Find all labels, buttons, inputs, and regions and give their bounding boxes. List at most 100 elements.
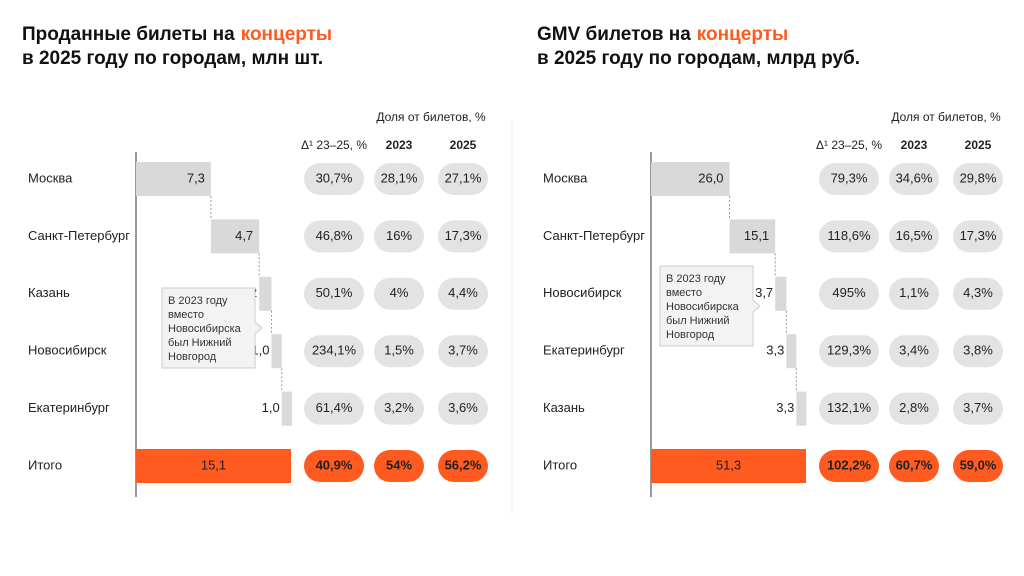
table-pill <box>819 277 879 310</box>
table-cell: 60,7% <box>896 457 933 472</box>
table-group-header: Доля от билетов, % <box>376 110 486 124</box>
chart-title: Проданные билеты на концерты <box>22 24 332 45</box>
category-label: Новосибирск <box>543 285 622 300</box>
table-pill <box>374 277 424 310</box>
table-cell: 1,1% <box>899 285 929 300</box>
table-pill <box>438 392 488 425</box>
table-cell: 61,4% <box>316 400 353 415</box>
category-label: Москва <box>543 170 588 185</box>
note-text: вместо <box>168 309 204 321</box>
title-text: GMV билетов на <box>537 24 691 45</box>
total-bar <box>136 449 291 483</box>
table-pill <box>304 335 364 368</box>
table-cell: 132,1% <box>827 400 872 415</box>
table-pill <box>889 450 939 482</box>
chart-title: в 2025 году по городам, млн шт. <box>22 48 323 69</box>
table-header: Δ¹ 23–25, % <box>301 138 367 152</box>
table-pill <box>953 163 1003 195</box>
table-pill <box>374 163 424 195</box>
title-text: Проданные билеты на <box>22 24 235 45</box>
table-cell: 3,7% <box>963 400 993 415</box>
note-text: вместо <box>666 287 702 299</box>
bar <box>775 276 787 311</box>
table-cell: 29,8% <box>960 170 997 185</box>
note-text: В 2023 году <box>666 273 726 285</box>
table-pill <box>438 450 488 482</box>
table-cell: 4% <box>390 285 409 300</box>
table-pill <box>304 392 364 425</box>
table-pill <box>438 277 488 310</box>
title-highlight: концерты <box>697 24 788 45</box>
table-pill <box>889 277 939 310</box>
note-text: В 2023 году <box>168 295 228 307</box>
table-cell: 3,7% <box>448 343 478 358</box>
table-cell: 17,3% <box>960 228 997 243</box>
table-cell: 129,3% <box>827 343 872 358</box>
table-cell: 3,2% <box>384 400 414 415</box>
table-pill <box>304 163 364 195</box>
table-cell: 40,9% <box>316 457 353 472</box>
table-header: 2023 <box>386 138 413 152</box>
note-text: Новосибирска <box>666 301 740 313</box>
note-box <box>161 287 263 369</box>
value-label: 15,1 <box>201 457 226 472</box>
category-label: Итого <box>543 457 577 472</box>
total-bar <box>651 449 806 483</box>
bar <box>786 334 797 369</box>
category-label: Екатеринбург <box>28 400 110 415</box>
category-label: Новосибирск <box>28 343 107 358</box>
table-header: 2025 <box>450 138 477 152</box>
table-header: Δ¹ 23–25, % <box>816 138 882 152</box>
chart-title: GMV билетов на концерты <box>537 24 788 45</box>
value-label: 15,1 <box>744 228 769 243</box>
table-pill <box>953 277 1003 310</box>
category-label: Санкт-Петербург <box>543 228 645 243</box>
category-label: Итого <box>28 457 62 472</box>
table-cell: 4,4% <box>448 285 478 300</box>
note-text: Новгород <box>168 351 217 363</box>
table-pill <box>953 335 1003 368</box>
table-pill <box>819 450 879 482</box>
category-label: Москва <box>28 170 73 185</box>
note-text: был Нижний <box>168 337 232 349</box>
table-pill <box>889 163 939 195</box>
table-cell: 27,1% <box>445 170 482 185</box>
bar <box>210 219 260 254</box>
table-cell: 102,2% <box>827 457 872 472</box>
table-pill <box>438 220 488 253</box>
category-label: Екатеринбург <box>543 343 625 358</box>
bar <box>651 162 730 196</box>
note-text: Новосибирска <box>168 323 242 335</box>
note-box <box>659 265 761 347</box>
table-cell: 28,1% <box>381 170 418 185</box>
table-cell: 17,3% <box>445 228 482 243</box>
table-cell: 16,5% <box>896 228 933 243</box>
table-cell: 4,3% <box>963 285 993 300</box>
table-pill <box>819 335 879 368</box>
category-label: Санкт-Петербург <box>28 228 130 243</box>
table-cell: 50,1% <box>316 285 353 300</box>
table-cell: 3,6% <box>448 400 478 415</box>
table-cell: 118,6% <box>827 228 871 243</box>
table-cell: 54% <box>386 457 412 472</box>
category-label: Казань <box>543 400 585 415</box>
table-pill <box>374 220 424 253</box>
table-cell: 2,8% <box>899 400 929 415</box>
table-cell: 30,7% <box>316 170 353 185</box>
table-cell: 3,8% <box>963 343 993 358</box>
table-header: 2023 <box>901 138 928 152</box>
table-cell: 34,6% <box>896 170 933 185</box>
table-pill <box>819 220 879 253</box>
table-pill <box>438 163 488 195</box>
table-pill <box>819 163 879 195</box>
value-label: 1,0 <box>251 343 269 358</box>
category-label: Казань <box>28 285 70 300</box>
bar <box>259 276 272 311</box>
table-header: 2025 <box>965 138 992 152</box>
table-pill <box>438 335 488 368</box>
table-pill <box>819 392 879 425</box>
bar <box>796 391 807 426</box>
table-cell: 1,5% <box>384 343 414 358</box>
table-pill <box>304 277 364 310</box>
